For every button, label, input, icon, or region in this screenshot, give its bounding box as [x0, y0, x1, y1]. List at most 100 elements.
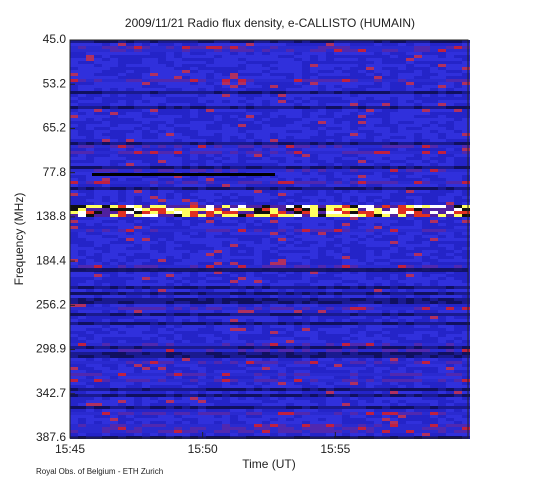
spectrogram-texture [294, 118, 302, 121]
spectrogram-texture [390, 307, 398, 310]
spectrogram-texture [382, 82, 390, 85]
spectrogram-texture [182, 292, 190, 295]
spectrogram-texture [182, 322, 190, 325]
spectrogram-texture [286, 85, 294, 88]
spectrogram-texture [294, 136, 302, 139]
spectrogram-texture [182, 127, 190, 130]
spectrogram-texture [422, 112, 430, 115]
spectrogram-texture [286, 112, 294, 115]
spectrogram-texture [414, 241, 422, 244]
spectrogram-texture [254, 304, 262, 307]
spectrogram-texture [382, 154, 390, 157]
spectrogram-texture [390, 292, 398, 295]
spectrogram-texture [462, 112, 470, 115]
spectrogram-texture [78, 289, 86, 292]
spectrogram-texture [262, 55, 270, 58]
spectrogram-texture [446, 316, 454, 319]
spectrogram-texture [398, 100, 406, 103]
spectrogram-texture [222, 61, 230, 64]
spectrogram-texture [310, 133, 318, 136]
spectrogram-texture [350, 124, 358, 127]
spectrogram-texture [102, 292, 110, 295]
spectrogram-texture [454, 316, 462, 319]
spectrogram-texture [278, 232, 286, 235]
spectrogram-texture [446, 58, 454, 61]
spectrogram-texture [390, 259, 398, 262]
spectrogram-texture [254, 283, 262, 286]
spectrogram-texture [78, 256, 86, 259]
spectrogram-texture [342, 232, 350, 235]
spectrogram-texture [390, 49, 398, 52]
spectrogram-texture [430, 214, 438, 217]
spectrogram-texture [422, 313, 430, 316]
spectrogram-texture [230, 181, 238, 184]
spectrogram-texture [438, 58, 446, 61]
spectrogram-texture [310, 160, 318, 163]
spectrogram-texture [438, 43, 446, 46]
spectrogram-texture [190, 67, 198, 70]
spectrogram-texture [366, 319, 374, 322]
spectrogram-texture [318, 205, 326, 208]
spectrogram-texture [150, 316, 158, 319]
spectrogram-texture [86, 325, 94, 328]
spectrogram-texture [398, 55, 406, 58]
spectrogram-texture [150, 205, 158, 208]
spectrogram-texture [102, 178, 110, 181]
spectrogram-texture [174, 52, 182, 55]
spectrogram-texture [382, 127, 390, 130]
spectrogram-texture [454, 127, 462, 130]
spectrogram-texture [182, 82, 190, 85]
spectrogram-texture [190, 103, 198, 106]
spectrogram-texture [190, 112, 198, 115]
spectrogram-texture [190, 304, 198, 307]
spectrogram-texture [118, 187, 126, 190]
spectrogram-texture [326, 331, 334, 334]
spectrogram-texture [102, 187, 110, 190]
spectrogram-texture [166, 133, 174, 136]
spectrogram-texture [390, 238, 398, 241]
spectrogram-texture [126, 166, 134, 169]
spectrogram-texture [70, 316, 78, 319]
spectrogram-texture [350, 214, 358, 217]
spectrogram-texture [462, 85, 470, 88]
spectrogram-texture [430, 130, 438, 133]
spectrogram-texture [406, 223, 414, 226]
spectrogram-texture [126, 274, 134, 277]
spectrogram-texture [438, 307, 446, 310]
spectrogram-texture [230, 301, 238, 304]
spectrogram-texture [286, 157, 294, 160]
spectrogram-texture [126, 280, 134, 283]
spectrogram-texture [342, 172, 350, 175]
spectrogram-texture [294, 202, 302, 205]
spectrogram-texture [262, 154, 270, 157]
spectrogram-texture [406, 337, 414, 340]
spectrogram-texture [270, 97, 278, 100]
spectrogram-texture [94, 166, 102, 169]
spectrogram-texture [326, 58, 334, 61]
spectrogram-texture [286, 52, 294, 55]
spectrogram-texture [166, 235, 174, 238]
spectrogram-texture [454, 217, 462, 220]
spectrogram-texture [150, 211, 158, 214]
spectrogram-texture [134, 313, 142, 316]
spectrogram-texture [198, 235, 206, 238]
spectrogram-texture [406, 55, 414, 58]
spectrogram-texture [246, 67, 254, 70]
spectrogram-texture [94, 325, 102, 328]
spectrogram-texture [118, 211, 126, 214]
spectrogram-texture [222, 130, 230, 133]
spectrogram-texture [102, 217, 110, 220]
spectrogram-texture [374, 55, 382, 58]
spectrogram-texture [238, 52, 246, 55]
spectrogram-texture [102, 244, 110, 247]
spectrogram-texture [294, 184, 302, 187]
spectrogram-texture [126, 271, 134, 274]
spectrogram-texture [222, 178, 230, 181]
spectrogram-texture [102, 127, 110, 130]
spectrogram-texture [142, 97, 150, 100]
spectrogram-texture [198, 43, 206, 46]
spectrogram-texture [454, 334, 462, 337]
spectrogram-texture [70, 208, 78, 211]
spectrogram-texture [166, 67, 174, 70]
spectrogram-texture [214, 280, 222, 283]
